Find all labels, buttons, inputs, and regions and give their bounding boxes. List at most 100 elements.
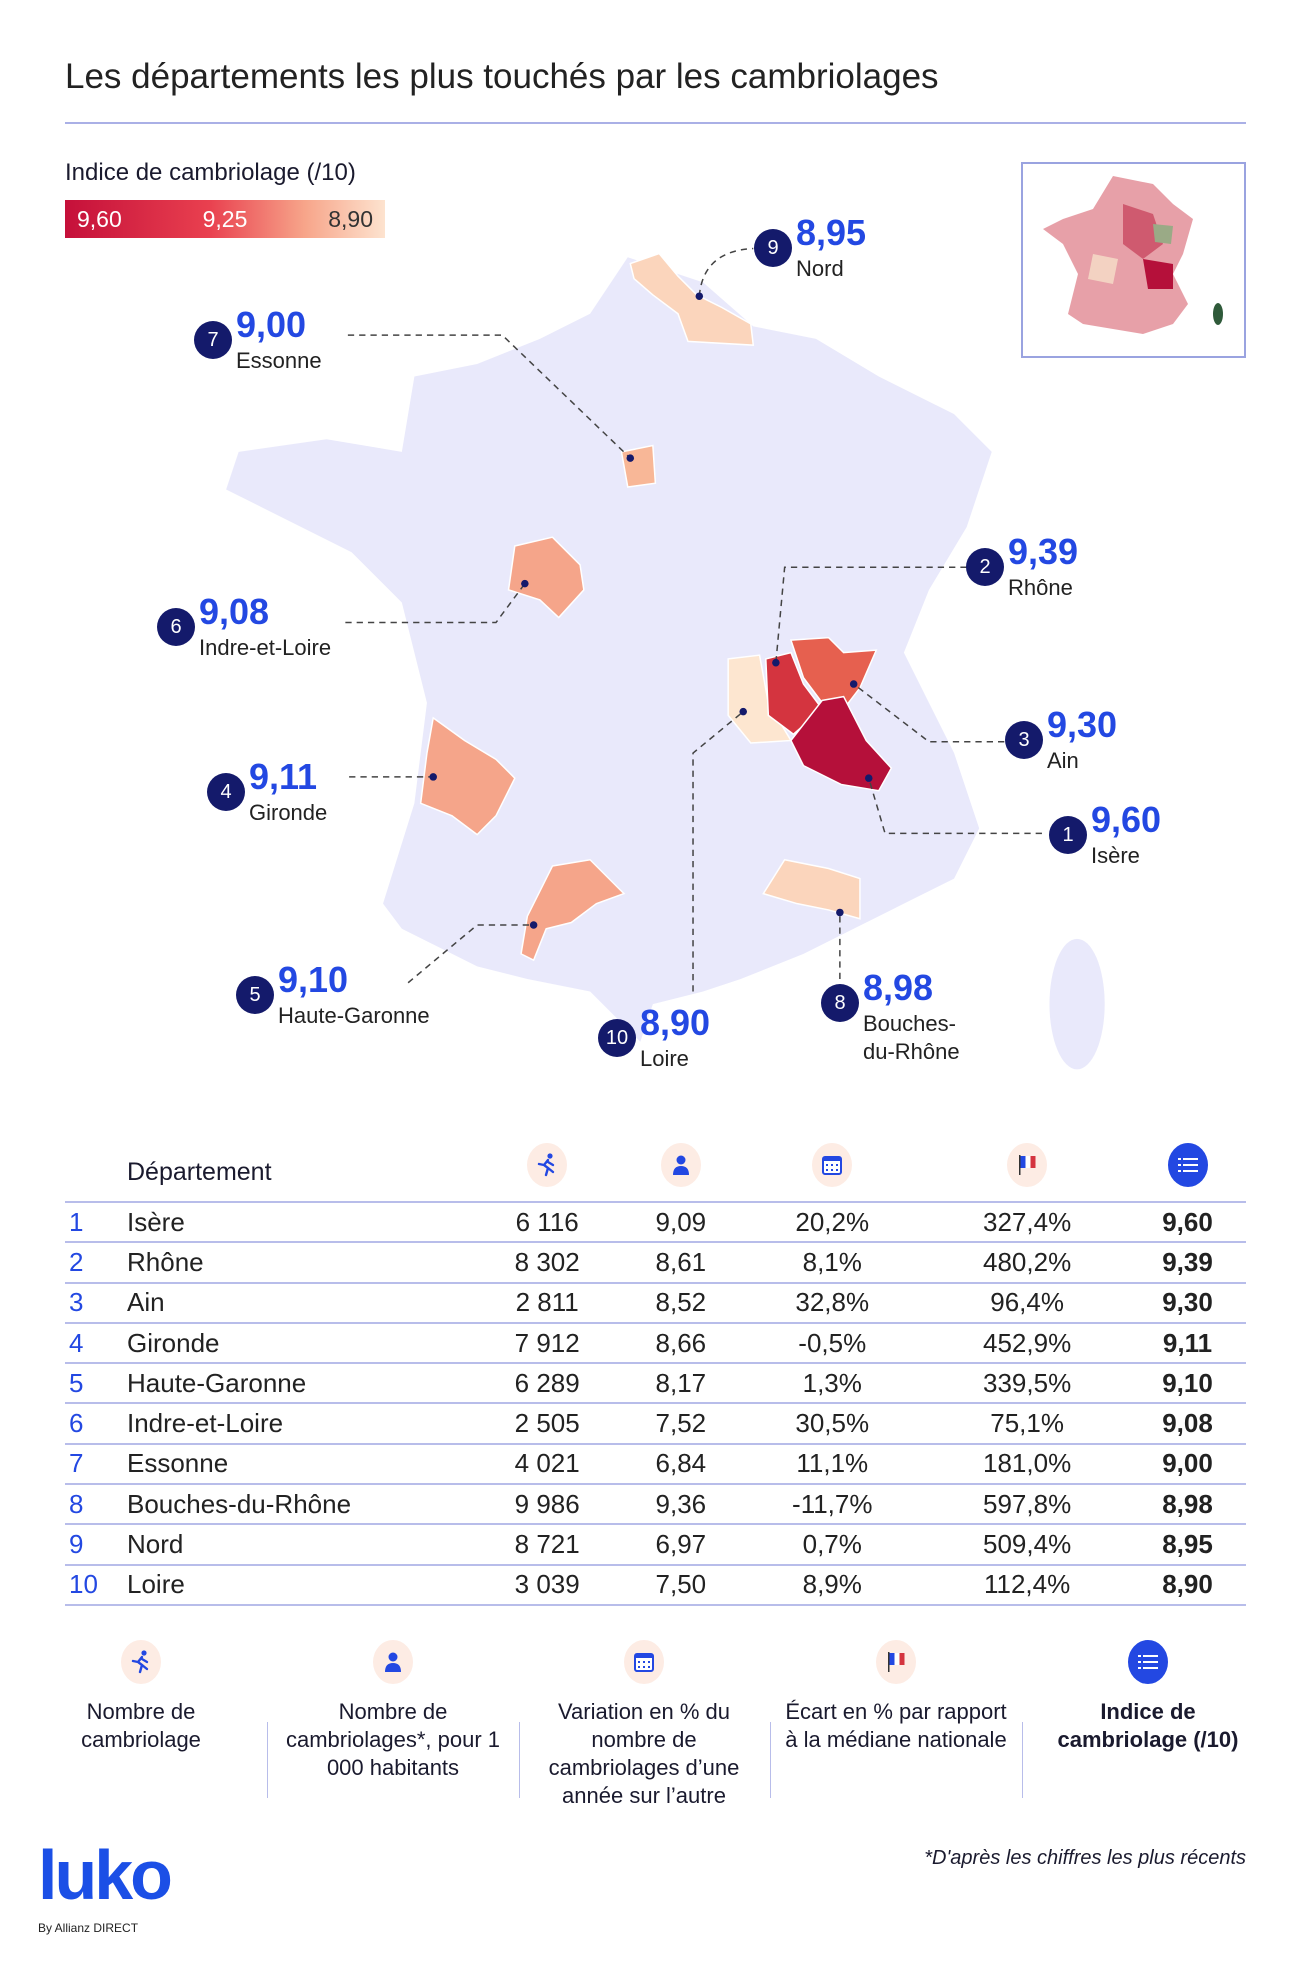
cell-ecart: 327,4%: [925, 1200, 1129, 1243]
cell-per1000: 8,17: [622, 1362, 740, 1404]
cell-count: 6 289: [472, 1362, 623, 1404]
dept-gironde: [419, 716, 516, 836]
runner-icon: [527, 1143, 568, 1187]
callout-value: 9,08: [199, 591, 270, 632]
dept-essonne: [620, 444, 657, 488]
france-outline: [226, 257, 992, 1042]
callout-name: Ain: [1047, 748, 1079, 773]
legend-gradient: 9,60 9,25 8,90: [65, 200, 385, 238]
legend-stop-mid: 9,25: [202, 205, 248, 232]
cell-count: 8 302: [472, 1241, 623, 1283]
footer-divider: [770, 1722, 771, 1798]
cell-per1000: 6,97: [622, 1523, 740, 1565]
cell-count: 3 039: [472, 1563, 623, 1606]
cell-name: Nord: [127, 1523, 472, 1565]
cell-variation: 0,7%: [739, 1523, 926, 1565]
cell-count: 7 912: [472, 1321, 623, 1364]
cell-index: 9,60: [1129, 1200, 1246, 1243]
cell-name: Essonne: [127, 1442, 472, 1485]
footer-divider: [1022, 1722, 1023, 1798]
cell-count: 2 505: [472, 1402, 623, 1444]
footer-legend-item: Indice de cambriolage (/10): [1023, 1640, 1273, 1754]
cell-per1000: 7,50: [622, 1563, 740, 1606]
person-icon: [660, 1143, 701, 1187]
cell-name: Loire: [127, 1563, 472, 1606]
table-row: 2 Rhône 8 302 8,61 8,1% 480,2% 9,39: [65, 1241, 1246, 1283]
rank-badge: 7: [194, 321, 232, 359]
footer-legend-item: Variation en % du nombre de cambriolages…: [519, 1640, 769, 1810]
callout-value: 8,98: [863, 967, 934, 1008]
dept-ain: [789, 636, 878, 711]
dept-indre-et-loire: [507, 536, 585, 619]
cell-variation: -0,5%: [739, 1321, 926, 1364]
cell-ecart: 509,4%: [925, 1523, 1129, 1565]
table-row: 8 Bouches-du-Rhône 9 986 9,36 -11,7% 597,8% 8,…: [65, 1483, 1246, 1525]
callout-value: 9,10: [278, 959, 349, 1000]
rank-badge: 1: [1049, 816, 1087, 854]
cell-name: Indre-et-Loire: [127, 1402, 472, 1444]
footer-legend-item: Écart en % par rapport à la médiane nati…: [771, 1640, 1021, 1754]
rank-badge: 2: [966, 548, 1004, 586]
cell-rank: 8: [65, 1483, 127, 1525]
cell-variation: 30,5%: [739, 1402, 926, 1444]
callout-value: 9,39: [1008, 531, 1079, 572]
cell-index: 8,98: [1129, 1483, 1246, 1525]
cell-ecart: 75,1%: [925, 1402, 1129, 1444]
leader-essonne: [347, 334, 631, 459]
callout-name: Haute-Garonne: [278, 1003, 430, 1028]
footer-legend-item: Nombre de cambriolages*, pour 1 000 habi…: [268, 1640, 518, 1782]
cell-name: Ain: [127, 1281, 472, 1323]
cell-per1000: 6,84: [622, 1442, 740, 1485]
table-row: 4 Gironde 7 912 8,66 -0,5% 452,9% 9,11: [65, 1321, 1246, 1364]
table-row: 7 Essonne 4 021 6,84 11,1% 181,0% 9,00: [65, 1442, 1246, 1485]
cell-index: 9,11: [1129, 1321, 1246, 1364]
cell-name: Haute-Garonne: [127, 1362, 472, 1404]
dept-haute-garonne: [520, 858, 626, 962]
callout-value: 9,00: [236, 304, 307, 345]
leader-ain: [853, 683, 1005, 743]
callout-name: Nord: [796, 256, 844, 281]
cell-per1000: 8,52: [622, 1281, 740, 1323]
list-icon: [1128, 1640, 1168, 1684]
cell-per1000: 9,36: [622, 1483, 740, 1525]
luko-logo: luko: [38, 1836, 173, 1914]
cell-name: Bouches-du-Rhône: [127, 1483, 472, 1525]
cell-ecart: 339,5%: [925, 1362, 1129, 1404]
cell-count: 8 721: [472, 1523, 623, 1565]
footer-divider: [519, 1722, 520, 1798]
rank-badge: 8: [821, 984, 859, 1022]
corsica: [1049, 938, 1105, 1070]
legend-label: Indice de cambriolage (/10): [65, 159, 356, 186]
table-row: 9 Nord 8 721 6,97 0,7% 509,4% 8,95: [65, 1523, 1246, 1565]
leader-indre: [345, 583, 526, 624]
rank-badge: 5: [236, 976, 274, 1014]
callout-value: 9,11: [249, 756, 318, 797]
cell-rank: 6: [65, 1402, 127, 1444]
cell-variation: 8,1%: [739, 1241, 926, 1283]
leader-isere: [868, 777, 1042, 835]
cell-index: 9,30: [1129, 1281, 1246, 1323]
legend-stop-low: 8,90: [328, 205, 373, 232]
leader-nord: [698, 247, 754, 297]
callout-name: Bouches- du-Rhône: [863, 1011, 960, 1064]
inset-map: [1021, 162, 1246, 358]
footer-legend-label: Variation en % du nombre de cambriolages…: [548, 1699, 740, 1808]
cell-index: 8,95: [1129, 1523, 1246, 1565]
cell-rank: 2: [65, 1241, 127, 1283]
column-header-department: Département: [127, 1158, 272, 1186]
cell-index: 8,90: [1129, 1563, 1246, 1606]
footer-legend-label: Indice de cambriolage (/10): [1057, 1699, 1239, 1752]
cell-name: Gironde: [127, 1321, 472, 1364]
footer-legend-label: Nombre de cambriolage: [81, 1699, 201, 1752]
runner-icon: [121, 1640, 161, 1684]
dept-bouches-du-rhone: [762, 858, 861, 920]
list-icon: [1167, 1143, 1208, 1187]
callout-name: Indre-et-Loire: [199, 635, 332, 660]
footer-legend-item: Nombre de cambriolage: [16, 1640, 266, 1754]
cell-rank: 3: [65, 1281, 127, 1323]
table-row: 3 Ain 2 811 8,52 32,8% 96,4% 9,30: [65, 1281, 1246, 1323]
french-flag-icon: [1007, 1143, 1048, 1187]
cell-per1000: 8,66: [622, 1321, 740, 1364]
footer-legend-label: Écart en % par rapport à la médiane nati…: [785, 1699, 1007, 1752]
table-row: 6 Indre-et-Loire 2 505 7,52 30,5% 75,1% 9,08: [65, 1402, 1246, 1444]
